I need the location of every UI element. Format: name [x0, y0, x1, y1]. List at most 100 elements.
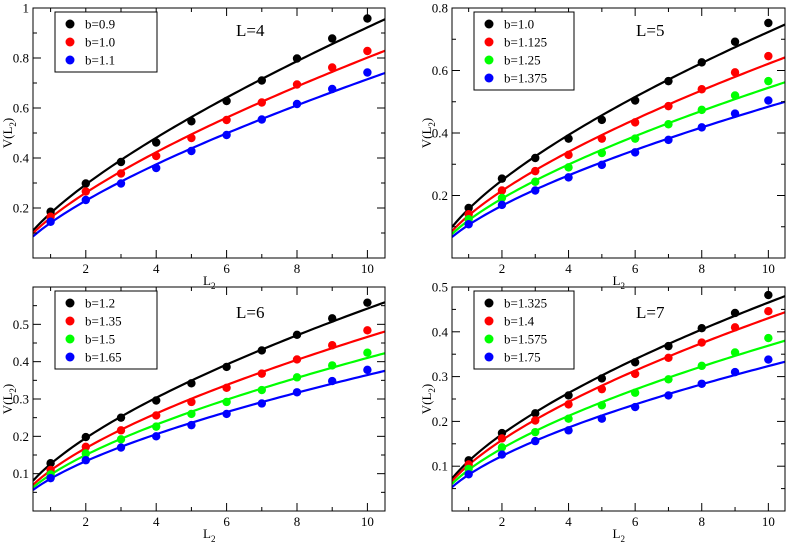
data-point-s1-8	[292, 54, 302, 63]
legend-label-2: b=1.35	[85, 314, 122, 329]
data-point-s1-6	[630, 96, 640, 105]
data-point-s2-6	[222, 383, 231, 392]
x-tick-label: 4	[565, 261, 572, 276]
fit-curve-1	[33, 18, 385, 232]
x-tick-label: 6	[632, 514, 639, 529]
data-point-s4-7	[257, 399, 266, 408]
data-point-s4-7	[664, 391, 673, 400]
legend-marker-2	[65, 316, 75, 326]
data-point-s4-4	[152, 432, 161, 441]
legend-label-1: b=1.0	[504, 17, 534, 32]
data-point-s2-7	[664, 101, 673, 111]
data-point-s1-5	[597, 115, 607, 125]
data-point-s3-2	[81, 195, 91, 205]
data-point-s2-6	[630, 369, 640, 379]
y-axis-label-close: )	[0, 118, 15, 122]
data-point-s1-10	[764, 18, 773, 28]
y-tick-label: 0.6	[432, 63, 449, 78]
y-tick-label: 0.6	[13, 101, 30, 116]
data-point-s3-9	[730, 91, 740, 100]
legend: b=1.2 b=1.35 b=1.5 b=1.65	[54, 290, 158, 370]
data-point-s4-6	[222, 409, 231, 419]
legend-marker-3	[65, 334, 75, 344]
data-point-s3-6	[630, 388, 640, 397]
data-point-s1-6	[222, 96, 231, 106]
data-point-s1-4	[152, 138, 161, 147]
data-point-s2-7	[257, 98, 266, 107]
y-tick-label: 0.2	[13, 201, 29, 216]
data-point-s2-4	[564, 150, 573, 160]
data-point-s2-9	[730, 323, 740, 332]
panel-title: L=5	[636, 21, 664, 40]
chart-panel-3: 2 4 6 8 100.10.20.30.40.5L2V(L2)b=1.2b=1.35b…	[0, 286, 386, 544]
x-tick-label: 8	[294, 514, 301, 529]
data-point-s2-8	[292, 355, 302, 364]
legend-marker-1	[484, 298, 494, 308]
x-axis-label-sub: 2	[211, 534, 216, 544]
data-point-s2-10	[764, 51, 773, 61]
data-point-s4-4	[564, 173, 573, 182]
y-axis-label-close: )	[419, 118, 434, 122]
data-point-s3-4	[564, 414, 573, 423]
data-point-s2-7	[257, 369, 266, 378]
data-point-s4-8	[697, 379, 706, 388]
data-point-s3-7	[257, 115, 266, 124]
data-point-s2-2	[497, 434, 507, 443]
legend-label-3: b=1.5	[85, 332, 115, 347]
x-tick-label: 2	[499, 261, 506, 276]
x-tick-label: 4	[153, 514, 160, 529]
data-point-s4-5	[187, 420, 196, 430]
legend-label-4: b=1.75	[504, 350, 541, 365]
legend-marker-1	[65, 19, 75, 29]
data-point-s4-10	[764, 355, 773, 364]
data-point-s1-9	[730, 37, 740, 46]
data-point-s1-7	[664, 76, 673, 86]
data-point-s3-7	[664, 375, 673, 384]
legend-marker-3	[484, 334, 494, 344]
data-point-s3-5	[597, 401, 607, 410]
data-point-s2-8	[697, 338, 706, 347]
y-tick-label: 0.2	[432, 414, 448, 429]
legend-label-1: b=1.325	[504, 296, 547, 311]
data-point-s1-6	[222, 362, 231, 372]
legend-label-2: b=1.125	[504, 35, 547, 50]
x-tick-label: 8	[699, 514, 706, 529]
data-point-s1-8	[697, 324, 706, 333]
data-point-s2-5	[597, 384, 607, 394]
data-point-s3-3	[531, 427, 540, 437]
y-axis-label-sub: 2	[8, 388, 18, 393]
y-tick-label: 0.2	[432, 188, 448, 203]
data-point-s4-10	[764, 96, 773, 105]
y-axis-label-main: V(L	[0, 127, 15, 149]
data-point-s3-8	[292, 99, 302, 109]
legend-marker-3	[65, 55, 75, 65]
data-point-s1-1	[46, 459, 55, 468]
legend: b=1.0 b=1.125 b=1.25 b=1.375	[473, 11, 575, 91]
data-point-s3-2	[497, 443, 507, 452]
data-point-s4-3	[531, 436, 540, 446]
x-axis-label: L2	[203, 273, 215, 291]
x-tick-label: 4	[153, 261, 160, 276]
chart-panel-1: 2 4 6 8 100.20.40.60.81L2V(L2)b=0.9b=1.0b=1.…	[0, 1, 386, 291]
data-point-s2-9	[328, 341, 337, 350]
data-point-s3-8	[697, 361, 706, 371]
data-point-s2-2	[81, 442, 91, 451]
data-point-s3-3	[116, 435, 126, 444]
data-point-s1-10	[363, 14, 372, 23]
data-point-s2-5	[597, 134, 607, 143]
x-axis-label-main: L	[613, 273, 621, 288]
x-axis-label: L2	[613, 273, 625, 291]
fit-curve-1	[33, 301, 385, 482]
y-tick-label: 0.8	[432, 1, 448, 16]
data-point-s4-6	[630, 148, 640, 157]
legend-marker-4	[484, 352, 494, 362]
data-point-s3-7	[257, 385, 266, 395]
legend-marker-2	[484, 316, 494, 326]
fit-curve-3	[33, 71, 385, 238]
chart-panel-2: 2 4 6 8 100.20.40.60.8L2V(L2)b=1.0b=1.125b=1…	[419, 1, 786, 291]
data-point-s4-1	[464, 220, 473, 229]
data-point-s1-4	[564, 134, 573, 143]
data-point-s1-2	[497, 174, 507, 183]
legend-label-3: b=1.25	[504, 53, 541, 68]
